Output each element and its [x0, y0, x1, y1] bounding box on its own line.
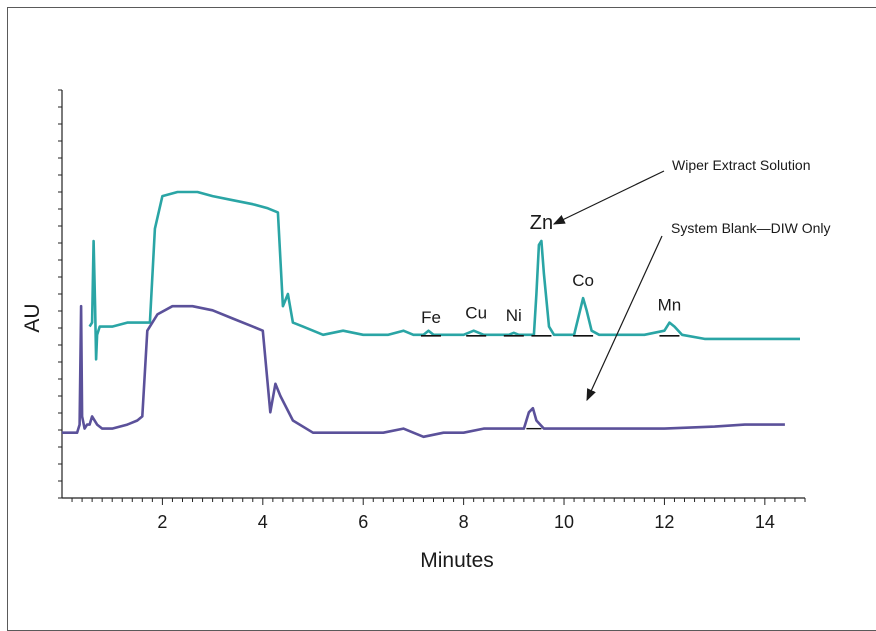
- series-layer: [62, 190, 800, 439]
- x-tick-label: 10: [554, 512, 574, 532]
- annotation-system-blank: System Blank—DIW Only: [671, 220, 830, 236]
- x-axis-label: Minutes: [420, 549, 494, 572]
- x-tick-label: 14: [755, 512, 775, 532]
- peak-label-fe: Fe: [421, 308, 441, 327]
- y-axis-label: AU: [21, 303, 44, 332]
- axes: 2 4 6 8 10 12 14: [58, 89, 806, 532]
- series-line-1: [62, 304, 785, 439]
- peak-label-zn: Zn: [530, 212, 553, 234]
- annotation-wiper-extract: Wiper Extract Solution: [672, 157, 811, 173]
- x-tick-label: 4: [258, 512, 268, 532]
- series-line-0: [88, 190, 800, 361]
- peak-label-ni: Ni: [506, 306, 522, 325]
- x-tick-label: 12: [654, 512, 674, 532]
- peak-label-co: Co: [572, 271, 594, 290]
- figure-frame: [7, 7, 876, 631]
- x-tick-label: 8: [459, 512, 469, 532]
- peak-label-cu: Cu: [465, 304, 487, 323]
- arrow-system-blank: [586, 235, 663, 402]
- x-tick-label: 6: [358, 512, 368, 532]
- arrow-wiper-extract: [552, 170, 665, 225]
- x-tick-label: 2: [157, 512, 167, 532]
- peak-baselines: [420, 334, 680, 430]
- peak-label-mn: Mn: [658, 296, 682, 315]
- peak-labels: Fe Cu Ni Zn Co Mn: [421, 212, 681, 327]
